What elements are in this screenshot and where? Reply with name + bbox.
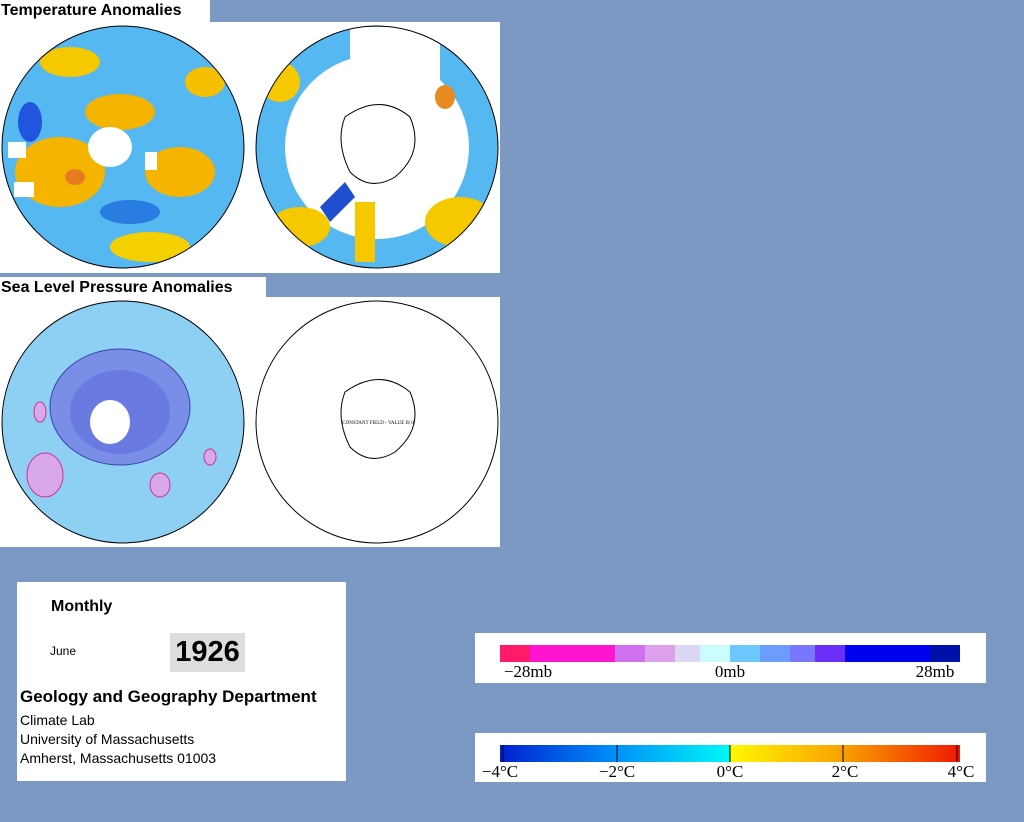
address-line: Climate Lab — [20, 712, 95, 728]
legend-label: 28mb — [916, 662, 955, 681]
panel-title: Sea Level Pressure Anomalies — [0, 277, 266, 297]
north-temp-map — [2, 26, 244, 268]
year: 1926 — [170, 633, 245, 672]
legend-label: −4°C — [482, 762, 518, 781]
temperature-legend: −4°C −2°C 0°C 2°C 4°C — [475, 733, 986, 782]
panel-title: Temperature Anomalies — [0, 0, 210, 22]
north-pressure-map — [2, 301, 244, 543]
legend-label: 4°C — [948, 762, 975, 781]
address-line: University of Massachusetts — [20, 731, 195, 747]
address-line: Amherst, Massachusetts 01003 — [20, 750, 217, 766]
legend-label: −28mb — [504, 662, 552, 681]
legend-label: −2°C — [599, 762, 635, 781]
pressure-maps: CONSTANT FIELD - VALUE IS 0 — [0, 297, 500, 547]
legend-ticks — [502, 745, 958, 762]
temperature-maps — [0, 22, 500, 273]
legend-label: 2°C — [832, 762, 859, 781]
info-box: Monthly June 1926 Geology and Geography … — [17, 582, 346, 781]
south-temp-map — [256, 26, 498, 268]
month: June — [50, 644, 77, 658]
period: Monthly — [51, 598, 113, 615]
legend-swatches — [500, 645, 960, 662]
map-note: CONSTANT FIELD - VALUE IS 0 — [342, 421, 414, 426]
department: Geology and Geography Department — [20, 687, 317, 706]
legend-label: 0mb — [715, 662, 745, 681]
legend-label: 0°C — [717, 762, 744, 781]
pressure-legend: −28mb 0mb 28mb — [475, 633, 986, 683]
